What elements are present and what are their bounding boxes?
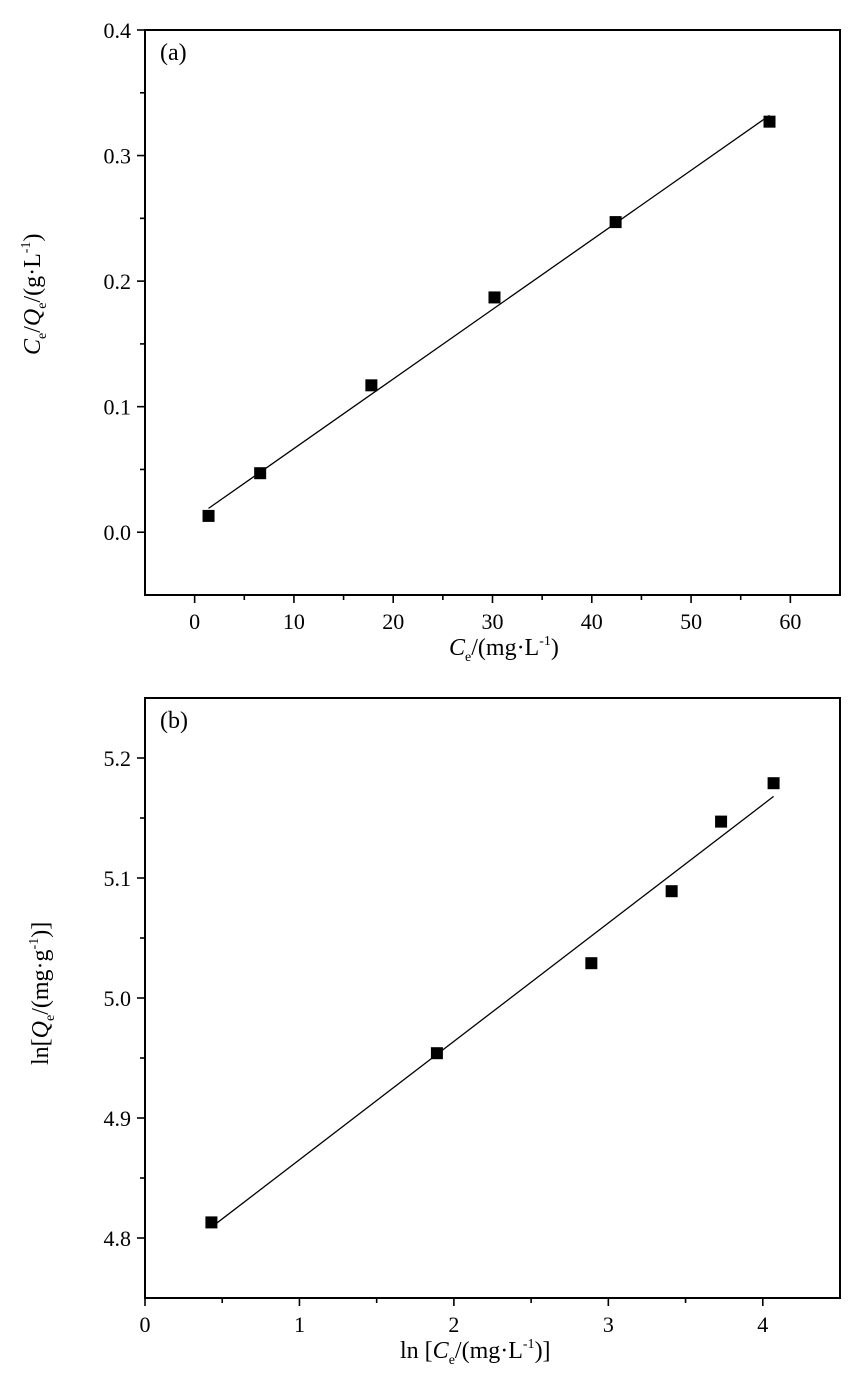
chart-b-y-axis: 4.8 4.9 5.0 5.1 5.2 [104, 746, 145, 1251]
chart-a-fit-line [208, 114, 770, 509]
chart-a-fit-line-group [208, 114, 770, 509]
chart-a-plot-frame [144, 29, 841, 596]
chart-a-y-tick-label: 0.0 [104, 520, 132, 545]
chart-a-y-tick-label: 0.2 [104, 269, 132, 294]
chart-a-x-tick-label: 30 [482, 609, 504, 634]
chart-b-y-tick-label: 5.1 [104, 866, 132, 891]
chart-b-data-point [665, 885, 678, 898]
chart-b-x-tick-label: 1 [294, 1312, 305, 1337]
chart-b-data-point [585, 957, 598, 970]
chart-b-x-axis-label: ln [Ce/(mg·L-1)] [400, 1337, 551, 1368]
chart-b-x-tick-label: 4 [757, 1312, 768, 1337]
chart-b-fit-line-group [211, 795, 774, 1228]
chart-b-points [205, 777, 780, 1229]
chart-b-x-tick-label: 3 [603, 1312, 614, 1337]
chart-b-data-point [715, 815, 728, 828]
chart-a: (a) 0 10 20 30 40 50 60 0.0 0.1 0.2 0.3 0.4 Ce/(mg… [19, 18, 841, 665]
chart-b-panel-label: (b) [160, 708, 188, 734]
chart-a-y-tick-label: 0.4 [104, 18, 132, 43]
chart-a-y-tick-label: 0.3 [104, 144, 132, 169]
chart-b-plot-frame [144, 697, 841, 1299]
chart-a-panel-label: (a) [160, 40, 187, 66]
chart-a-data-point [365, 379, 378, 392]
chart-a-data-point [202, 509, 215, 522]
chart-b-data-point [205, 1216, 218, 1229]
chart-b-x-tick-label: 0 [140, 1312, 151, 1337]
chart-b-fit-line [211, 795, 774, 1228]
chart-a-x-tick-label: 10 [283, 609, 305, 634]
chart-a-x-tick-label: 40 [581, 609, 603, 634]
chart-b-data-point [767, 777, 780, 790]
chart-b-y-tick-label: 4.9 [104, 1106, 132, 1131]
chart-b-x-axis: 0 1 2 3 4 [140, 1298, 768, 1337]
chart-a-x-axis: 0 10 20 30 40 50 60 [189, 595, 801, 634]
chart-a-x-tick-label: 60 [779, 609, 801, 634]
chart-b-y-tick-label: 5.0 [104, 986, 132, 1011]
chart-b-y-tick-label: 4.8 [104, 1226, 132, 1251]
chart-b-x-tick-label: 2 [448, 1312, 459, 1337]
chart-a-data-point [488, 291, 501, 304]
chart-a-x-axis-label: Ce/(mg·L-1) [449, 634, 559, 665]
chart-a-data-point [609, 216, 622, 229]
chart-a-data-point [763, 115, 776, 128]
chart-a-x-tick-label: 0 [189, 609, 200, 634]
chart-a-y-axis: 0.0 0.1 0.2 0.3 0.4 [104, 18, 145, 545]
chart-a-y-axis-label: Ce/Qe/(g·L-1) [19, 234, 50, 355]
chart-a-y-tick-label: 0.1 [104, 395, 132, 420]
chart-b: (b) 0 1 2 3 4 4.8 4.9 5.0 5.1 5.2 ln [Ce/(mg·L-1… [27, 697, 841, 1368]
chart-b-y-axis-label: ln[Qe/(mg·g-1)] [27, 922, 58, 1065]
chart-b-data-point [430, 1047, 443, 1060]
chart-b-y-tick-label: 5.2 [104, 746, 132, 771]
chart-a-x-tick-label: 50 [680, 609, 702, 634]
chart-a-points [202, 115, 776, 522]
chart-a-x-tick-label: 20 [382, 609, 404, 634]
chart-a-data-point [254, 467, 267, 480]
